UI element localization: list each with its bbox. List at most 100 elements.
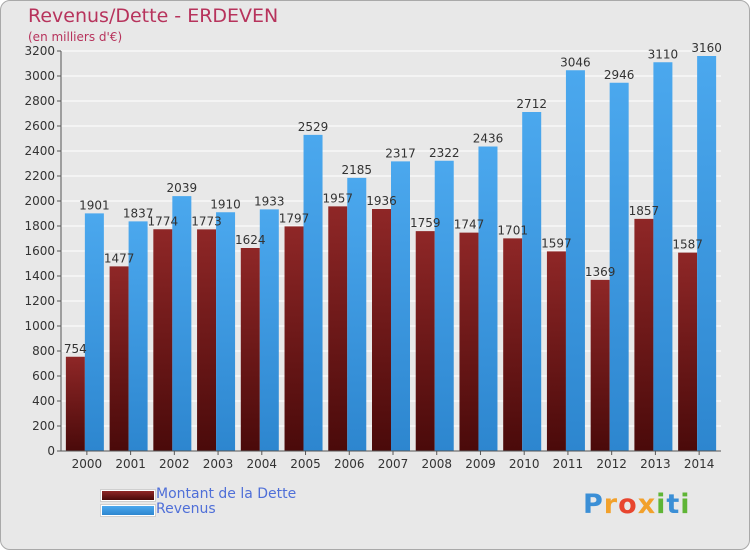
- bar-dette: [328, 206, 348, 451]
- y-tick-label: 1800: [24, 219, 55, 233]
- data-label-dette: 1759: [410, 216, 441, 230]
- bar-revenus: [653, 62, 673, 451]
- logo-letter: P: [583, 489, 604, 520]
- bar-revenus: [697, 56, 717, 451]
- bar-revenus: [84, 213, 104, 451]
- data-label-revenus: 2185: [341, 163, 372, 177]
- y-axis: 0 200 400 600 800 1000 1200 1400 1600 1800 2000 220…: [24, 44, 62, 458]
- bar-dette: [546, 251, 566, 451]
- data-label-revenus: 2322: [429, 146, 460, 160]
- data-label-revenus: 1933: [254, 194, 285, 208]
- bar-revenus: [478, 146, 498, 451]
- bar-revenus: [609, 82, 629, 451]
- x-tick-label: 2014: [684, 457, 715, 471]
- legend-label-revenus: Revenus: [156, 501, 216, 517]
- bar-revenus: [434, 160, 454, 451]
- bar-dette: [240, 248, 260, 451]
- data-label-dette: 1477: [104, 251, 135, 265]
- bar-revenus: [565, 70, 585, 451]
- proxiti-logo: Proxiti: [583, 489, 691, 520]
- x-tick-label: 2006: [334, 457, 365, 471]
- logo-letter: t: [666, 489, 681, 520]
- logo-letter: x: [637, 489, 657, 520]
- chart-title: Revenus/Dette - ERDEVEN: [28, 5, 279, 27]
- y-tick-label: 3200: [24, 44, 55, 58]
- legend-label-debt: Montant de la Dette: [156, 486, 297, 502]
- logo-letter: r: [603, 489, 619, 520]
- y-tick-label: 2400: [24, 144, 55, 158]
- chart-subtitle: (en milliers d'€): [28, 30, 123, 44]
- y-tick-label: 800: [32, 344, 55, 358]
- data-label-dette: 754: [64, 342, 87, 356]
- data-label-dette: 1624: [235, 233, 266, 247]
- data-label-revenus: 1910: [210, 197, 241, 211]
- y-tick-label: 2800: [24, 94, 55, 108]
- y-tick-label: 2600: [24, 119, 55, 133]
- bar-dette: [503, 238, 523, 451]
- data-label-revenus: 3110: [648, 47, 679, 61]
- data-label-dette: 1369: [585, 265, 616, 279]
- data-label-revenus: 2712: [516, 97, 547, 111]
- x-tick-label: 2005: [290, 457, 321, 471]
- data-label-revenus: 2436: [473, 132, 504, 146]
- x-tick-label: 2007: [378, 457, 409, 471]
- data-label-dette: 1587: [672, 238, 703, 252]
- bar-dette: [459, 232, 479, 451]
- logo-letter: o: [618, 489, 638, 520]
- x-axis: 2000 2001 2002 2003 2004 2005 2006 2007 2008 2009…: [61, 450, 721, 471]
- y-tick-label: 2000: [24, 194, 55, 208]
- bar-dette: [372, 209, 391, 451]
- data-label-revenus: 2317: [385, 146, 416, 160]
- data-label-dette: 1857: [629, 204, 660, 218]
- x-tick-label: 2002: [159, 457, 190, 471]
- y-tick-label: 400: [32, 394, 55, 408]
- x-tick-label: 2003: [203, 457, 234, 471]
- data-label-dette: 1747: [454, 218, 485, 232]
- legend-swatch-debt: [101, 490, 155, 501]
- data-label-dette: 1774: [148, 214, 179, 228]
- y-tick-label: 1400: [24, 269, 55, 283]
- data-label-revenus: 1901: [79, 198, 110, 212]
- data-label-dette: 1957: [322, 191, 353, 205]
- data-label-dette: 1936: [366, 194, 397, 208]
- y-tick-label: 200: [32, 419, 55, 433]
- bar-revenus: [303, 134, 323, 451]
- bars: [65, 56, 717, 451]
- data-label-dette: 1773: [191, 214, 222, 228]
- x-tick-label: 2010: [509, 457, 540, 471]
- bar-dette: [634, 218, 654, 451]
- x-tick-label: 2009: [465, 457, 496, 471]
- bar-revenus: [347, 177, 367, 451]
- x-tick-label: 2012: [596, 457, 627, 471]
- bar-dette: [65, 356, 85, 451]
- bar-dette: [284, 226, 304, 451]
- logo-letter: i: [680, 489, 691, 520]
- bar-revenus: [391, 161, 410, 451]
- data-label-dette: 1701: [497, 223, 528, 237]
- data-label-revenus: 2039: [167, 181, 198, 195]
- y-tick-label: 1600: [24, 244, 55, 258]
- x-tick-label: 2013: [640, 457, 671, 471]
- x-tick-label: 2000: [72, 457, 103, 471]
- x-tick-label: 2011: [553, 457, 584, 471]
- data-label-revenus: 1837: [123, 206, 154, 220]
- bar-dette: [197, 229, 217, 451]
- bar-revenus: [259, 209, 279, 451]
- y-tick-label: 0: [47, 444, 55, 458]
- bar-revenus: [128, 221, 148, 451]
- bar-revenus: [216, 212, 236, 451]
- data-label-revenus: 3046: [560, 55, 591, 69]
- y-tick-label: 1000: [24, 319, 55, 333]
- legend-swatch-revenus: [101, 505, 155, 516]
- x-tick-label: 2008: [421, 457, 452, 471]
- data-label-revenus: 2529: [298, 120, 329, 134]
- bar-dette: [415, 231, 435, 451]
- bar-dette: [678, 252, 698, 451]
- y-tick-label: 3000: [24, 69, 55, 83]
- y-tick-label: 1200: [24, 294, 55, 308]
- data-label-dette: 1597: [541, 236, 572, 250]
- bar-dette: [590, 279, 610, 451]
